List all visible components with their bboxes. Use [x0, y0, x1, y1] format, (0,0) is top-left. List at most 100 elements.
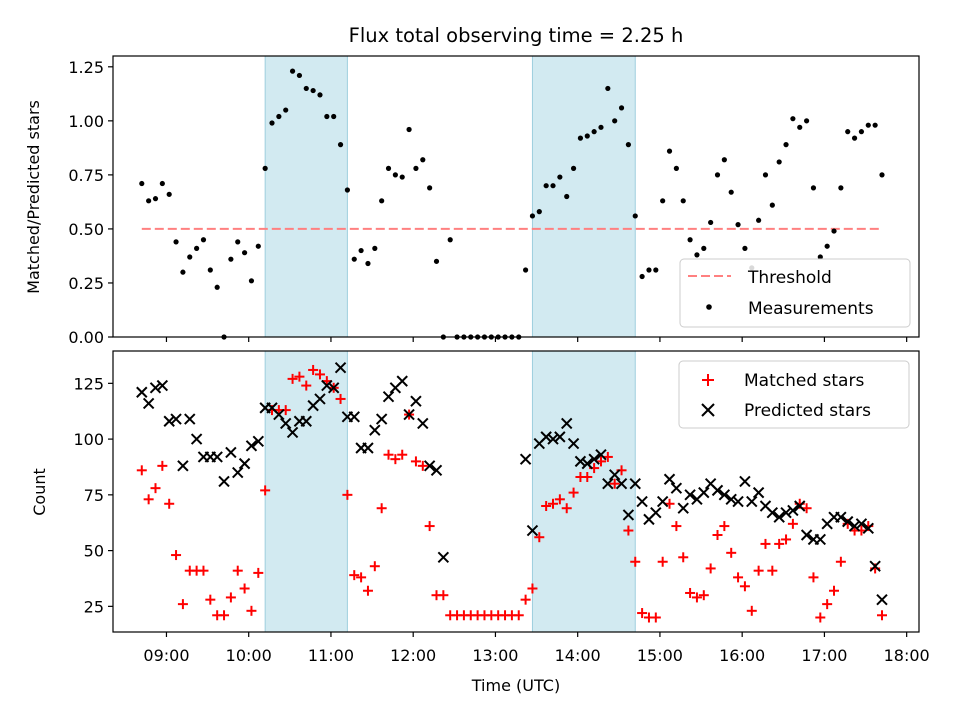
matched-star-point — [781, 534, 792, 545]
matched-star-point — [760, 538, 771, 549]
measurement-point — [146, 198, 152, 204]
measurement-point — [564, 193, 570, 200]
predicted-star-point — [629, 477, 641, 490]
measurement-point — [337, 142, 344, 148]
predicted-star-point — [684, 489, 696, 501]
measurement-point — [632, 213, 638, 219]
predicted-star-point — [567, 437, 580, 450]
x-tick-label: 16:00 — [719, 646, 765, 665]
predicted-star-point — [362, 442, 374, 454]
predicted-star-point — [752, 486, 765, 499]
top-y-tick-label: 0.25 — [68, 274, 104, 293]
predicted-star-point — [602, 477, 614, 490]
matched-star-point — [376, 503, 387, 514]
matched-star-point — [698, 590, 709, 601]
measurement-point — [618, 105, 625, 111]
measurement-point — [680, 198, 686, 204]
measurement-point — [612, 118, 618, 124]
bottom-panel: 25 50 75 100 125 09:00 10:00 11:00 12:00 13:00 14… — [30, 350, 930, 695]
measurement-point — [522, 267, 529, 273]
measurement-point — [187, 254, 193, 260]
predicted-star-point — [725, 493, 737, 506]
predicted-star-point — [794, 500, 806, 512]
matched-star-point — [349, 570, 360, 581]
predicted-star-point — [417, 417, 429, 430]
matched-star-point — [287, 373, 298, 384]
predicted-star-point — [252, 435, 265, 448]
measurement-point — [180, 269, 186, 275]
matched-star-point — [829, 585, 840, 596]
measurement-point — [742, 245, 748, 251]
predicted-star-point — [711, 484, 724, 497]
measurement-point — [427, 185, 433, 191]
measurement-point — [708, 219, 714, 226]
predicted-star-point — [232, 466, 244, 479]
x-tick-label: 17:00 — [801, 646, 847, 665]
top-y-tick-label: 0.00 — [68, 328, 104, 347]
bottom-y-tick-label: 25 — [84, 597, 104, 616]
predicted-star-point — [396, 375, 408, 387]
predicted-star-point — [149, 382, 162, 394]
measurement-point — [139, 180, 145, 187]
measurement-point — [673, 165, 679, 171]
predicted-star-point — [595, 448, 607, 461]
measurement-point — [550, 183, 556, 189]
matched-star-point — [335, 393, 346, 404]
predicted-star-point — [348, 411, 360, 423]
bottom-y-tick-label: 125 — [73, 374, 104, 393]
predicted-star-point — [300, 415, 312, 427]
x-tick-label: 12:00 — [390, 646, 436, 665]
predicted-star-point — [746, 495, 758, 508]
matched-star-point — [342, 489, 353, 500]
predicted-star-point — [732, 495, 744, 508]
matched-star-point — [314, 369, 325, 380]
matched-star-point — [678, 552, 689, 563]
matched-star-point — [520, 594, 531, 605]
matched-star-point — [733, 572, 744, 583]
top-y-tick-label: 0.50 — [68, 220, 104, 239]
top-shaded-band — [264, 55, 348, 338]
matched-star-point — [835, 556, 846, 567]
predicted-star-point — [739, 475, 751, 488]
measurement-point — [831, 228, 837, 234]
matched-star-point — [691, 592, 702, 603]
predicted-star-point — [650, 506, 662, 519]
top-shaded-band — [531, 55, 636, 338]
measurement-point — [694, 252, 700, 258]
matched-star-point — [239, 583, 250, 594]
matched-star-point — [246, 605, 257, 616]
matched-star-point — [712, 529, 723, 540]
bottom-y-tick-label: 75 — [84, 486, 104, 505]
predicted-star-point — [787, 504, 799, 517]
measurement-point — [660, 198, 666, 204]
measurement-point — [392, 172, 398, 178]
matched-star-point — [417, 460, 428, 471]
predicted-star-point — [663, 473, 676, 485]
measurement-point — [303, 85, 309, 92]
legend-threshold-label: Threshold — [747, 268, 832, 288]
bottom-shaded-band — [264, 350, 348, 633]
matched-star-point — [719, 521, 730, 532]
predicted-star-point — [184, 413, 196, 425]
predicted-star-point — [136, 386, 148, 398]
predicted-star-point — [547, 433, 559, 445]
measurement-point — [851, 135, 858, 141]
measurement-point — [735, 222, 741, 228]
matched-star-point — [513, 610, 524, 621]
measurement-point — [214, 284, 220, 290]
predicted-star-point — [615, 477, 628, 490]
predicted-star-point — [554, 431, 566, 443]
predicted-star-point — [526, 524, 539, 537]
matched-star-point — [774, 538, 785, 549]
measurement-point — [803, 118, 810, 124]
matched-star-point — [424, 521, 435, 532]
measurement-point — [605, 85, 611, 92]
matched-star-point — [671, 521, 682, 532]
measurement-point — [776, 159, 782, 165]
predicted-star-point — [286, 426, 299, 439]
measurement-point — [447, 237, 453, 243]
measurement-point — [865, 122, 871, 128]
measurement-point — [351, 256, 357, 262]
measurement-point — [413, 165, 419, 171]
predicted-star-point — [608, 469, 621, 481]
